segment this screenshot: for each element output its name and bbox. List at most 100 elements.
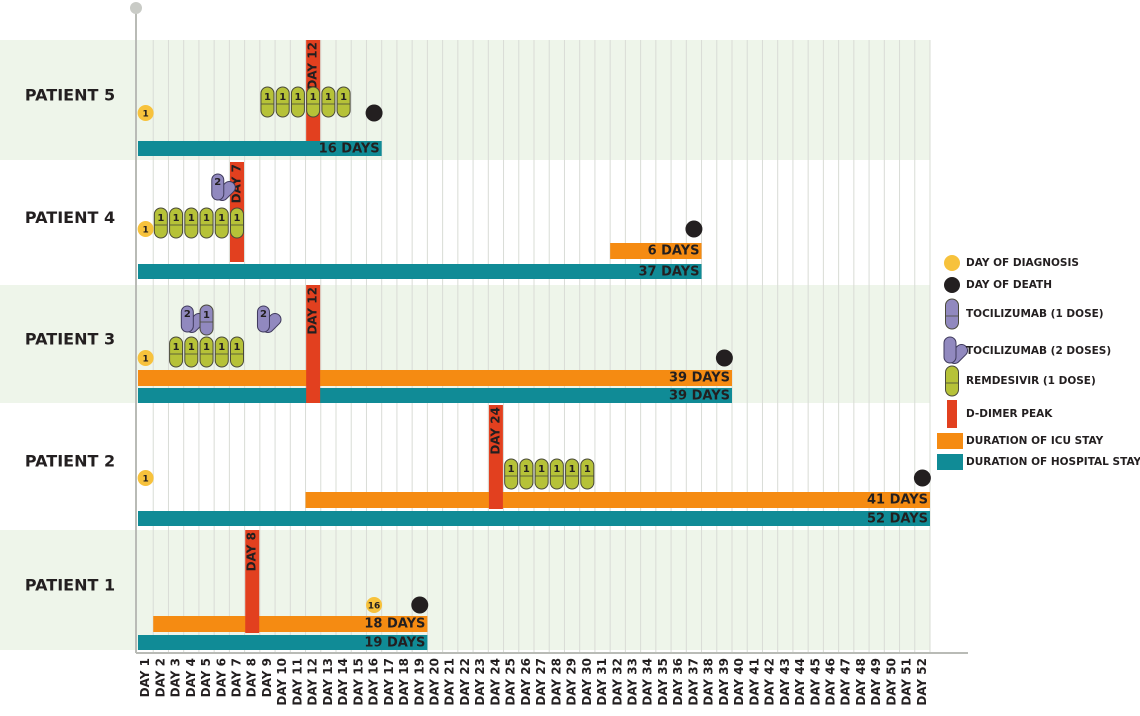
x-tick-label: DAY 12	[306, 658, 320, 706]
tocilizumab-pill-label: 1	[203, 310, 210, 321]
remdesivir-pill-label: 1	[569, 464, 576, 475]
legend-swatch	[937, 433, 963, 449]
diagnosis-label: 1	[142, 355, 148, 365]
row-background	[0, 40, 930, 160]
row-background	[0, 405, 930, 527]
x-tick-label: DAY 48	[854, 658, 868, 706]
x-tick-label: DAY 49	[869, 658, 883, 706]
x-tick-label: DAY 45	[808, 658, 822, 706]
icu-label: 6 DAYS	[648, 244, 700, 259]
remdesivir-pill-label: 1	[584, 464, 591, 475]
x-tick-label: DAY 44	[793, 658, 807, 706]
tocilizumab-body	[256, 305, 270, 333]
icu-label: 41 DAYS	[867, 493, 928, 508]
remdesivir-pill-label: 1	[218, 213, 225, 224]
remdesivir-pill: 1	[306, 86, 321, 118]
remdesivir-pill: 1	[549, 458, 564, 490]
patient-label: PATIENT 4	[25, 208, 115, 227]
diagnosis-label: 1	[142, 110, 148, 120]
x-tick-label: DAY 38	[702, 658, 716, 706]
remdesivir-pill: 1	[534, 458, 549, 490]
remdesivir-pill-label: 1	[508, 464, 515, 475]
remdesivir-pill-body	[504, 458, 519, 490]
x-tick-label: DAY 32	[610, 658, 624, 706]
x-tick-label: DAY 27	[534, 658, 548, 706]
remdesivir-pill-label: 1	[203, 342, 210, 353]
remdesivir-pill-body	[169, 336, 184, 368]
legend-swatch	[937, 454, 963, 470]
legend-swatch	[944, 277, 960, 293]
remdesivir-pill-label: 1	[173, 342, 180, 353]
remdesivir-pill-label: 1	[523, 464, 530, 475]
tocilizumab-pill-body	[199, 304, 214, 336]
hospital-bar	[138, 141, 382, 156]
diagnosis-marker	[366, 597, 383, 613]
legend-label: REMDESIVIR (1 DOSE)	[966, 375, 1096, 387]
remdesivir-pill-body	[565, 458, 580, 490]
remdesivir-pill-body	[580, 458, 595, 490]
remdesivir-pill-body	[153, 207, 168, 239]
x-tick-label: DAY 20	[428, 658, 442, 706]
row-background	[0, 530, 930, 650]
death-marker	[365, 104, 383, 122]
remdesivir-pill: 1	[565, 458, 580, 490]
icu-label: 18 DAYS	[364, 617, 425, 632]
legend-label: DURATION OF HOSPITAL STAY	[966, 456, 1140, 468]
x-tick-label: DAY 42	[763, 658, 777, 706]
remdesivir-pill: 1	[230, 207, 244, 239]
hospital-label: 19 DAYS	[364, 636, 425, 651]
remdesivir-pill-label: 1	[325, 92, 332, 103]
tocilizumab-label: 2	[260, 309, 267, 320]
tocilizumab-body	[211, 173, 225, 201]
remdesivir-pill-body	[199, 207, 214, 239]
legend-swatch	[945, 298, 959, 330]
x-tick-label: DAY 4	[184, 658, 198, 697]
icu-bar	[610, 243, 702, 259]
tocilizumab-label: 2	[184, 309, 191, 320]
remdesivir-pill: 1	[580, 458, 595, 490]
x-tick-label: DAY 2	[153, 658, 167, 697]
ddimer-label: DAY 12	[306, 287, 320, 335]
x-tick-label: DAY 21	[443, 658, 457, 706]
x-tick-label: DAY 5	[199, 658, 213, 697]
x-tick-label: DAY 1	[138, 658, 152, 697]
death-marker	[715, 349, 733, 367]
patient-label: PATIENT 3	[25, 330, 115, 349]
remdesivir-pill-body	[184, 207, 199, 239]
remdesivir-pill: 1	[290, 86, 305, 118]
tocilizumab-pill: 1	[199, 304, 214, 336]
x-tick-label: DAY 6	[214, 658, 228, 697]
x-tick-label: DAY 11	[290, 658, 304, 706]
remdesivir-pill: 1	[275, 86, 290, 118]
tocilizumab-body	[943, 336, 957, 364]
remdesivir-pill: 1	[184, 207, 199, 239]
x-tick-label: DAY 3	[169, 658, 183, 697]
diagnosis-label: 16	[368, 602, 381, 612]
x-tick-label: DAY 50	[884, 658, 898, 706]
x-tick-label: DAY 41	[747, 658, 761, 706]
tocilizumab-body	[180, 305, 194, 333]
x-tick-label: DAY 14	[336, 658, 350, 706]
icu-bar	[138, 370, 732, 386]
hospital-label: 52 DAYS	[867, 512, 928, 527]
remdesivir-pill-body	[275, 86, 290, 118]
x-tick-label: DAY 47	[839, 658, 853, 706]
remdesivir-pill: 1	[199, 336, 214, 368]
hospital-label: 16 DAYS	[319, 142, 380, 157]
x-tick-label: DAY 9	[260, 658, 274, 697]
remdesivir-pill: 1	[169, 336, 184, 368]
remdesivir-pill: 1	[230, 336, 244, 368]
background	[0, 40, 931, 652]
x-tick-label: DAY 34	[641, 658, 655, 706]
remdesivir-pill-label: 1	[310, 92, 317, 103]
remdesivir-pill-body	[306, 86, 321, 118]
remdesivir-pill-body	[214, 207, 229, 239]
remdesivir-pill-label: 1	[203, 213, 210, 224]
ddimer-label: DAY 8	[245, 532, 259, 571]
x-tick-label: DAY 51	[900, 658, 914, 706]
hospital-label: 37 DAYS	[639, 265, 700, 280]
legend-label: TOCILIZUMAB (2 DOSES)	[966, 345, 1111, 357]
patient-label: PATIENT 5	[25, 86, 115, 105]
remdesivir-pill: 1	[260, 86, 275, 118]
